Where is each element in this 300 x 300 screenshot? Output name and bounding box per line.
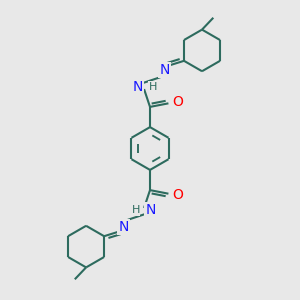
Text: O: O xyxy=(172,95,183,109)
Text: N: N xyxy=(132,80,143,94)
Text: O: O xyxy=(172,188,183,202)
Text: H: H xyxy=(131,205,140,215)
Text: N: N xyxy=(146,203,156,217)
Text: H: H xyxy=(149,82,157,92)
Text: N: N xyxy=(159,63,170,77)
Text: N: N xyxy=(118,220,129,234)
